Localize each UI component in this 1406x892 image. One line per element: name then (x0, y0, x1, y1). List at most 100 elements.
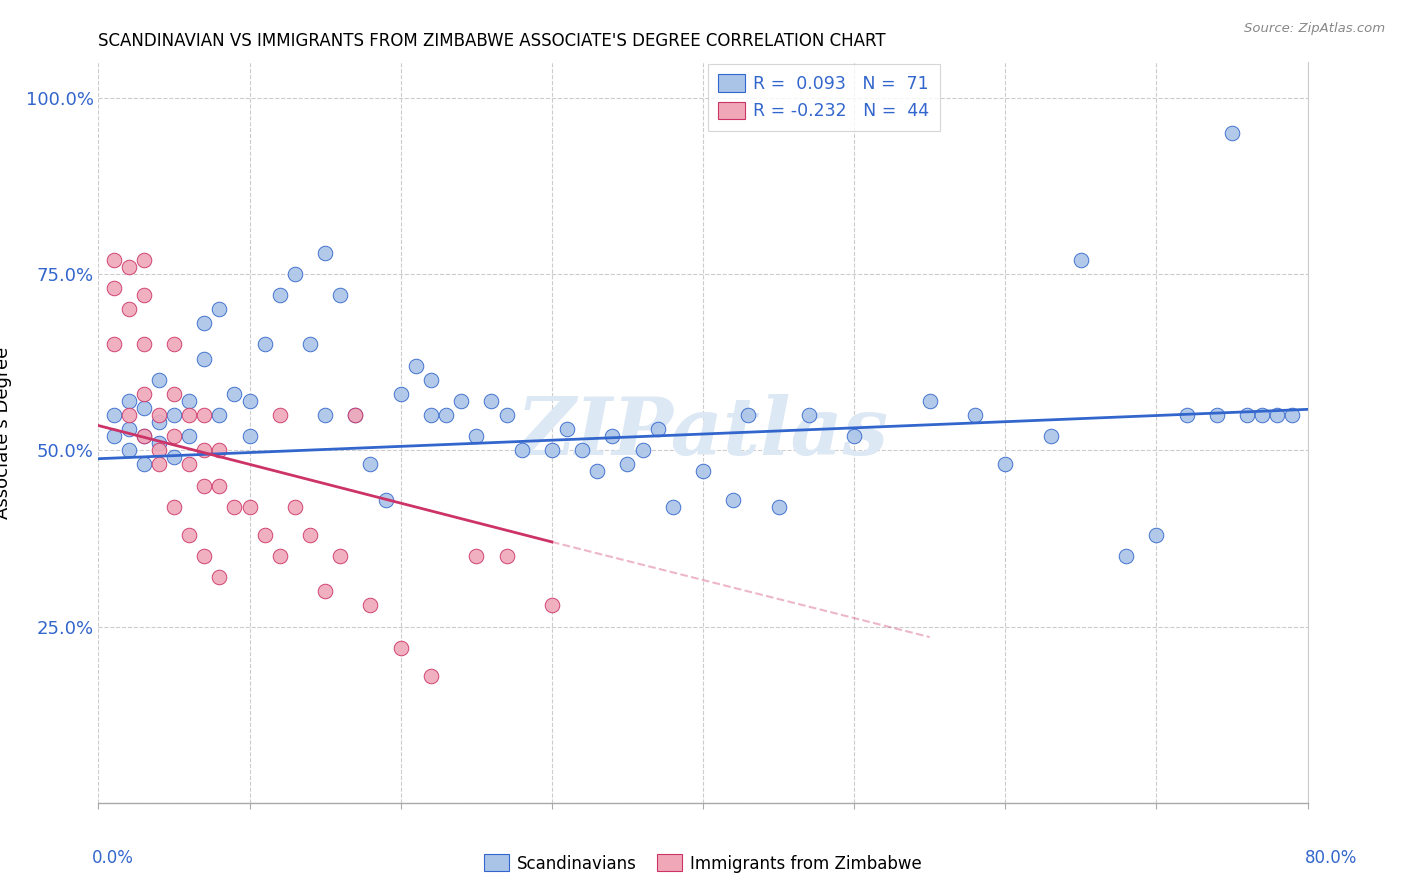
Point (118, 443, 141, 458)
Point (1115, 549, 1137, 563)
Point (103, 429, 125, 443)
Point (103, 281, 125, 295)
Point (631, 443, 654, 458)
Point (389, 640, 412, 655)
Point (193, 443, 215, 458)
Point (1281, 408, 1303, 422)
Point (224, 387, 246, 401)
Point (994, 458, 1017, 472)
Point (163, 450, 186, 465)
Point (768, 500, 790, 514)
Point (163, 387, 186, 401)
Point (329, 288, 352, 302)
Point (148, 408, 170, 422)
Point (329, 549, 352, 563)
Point (314, 584, 336, 599)
Legend: R =  0.093   N =  71, R = -0.232   N =  44: R = 0.093 N = 71, R = -0.232 N = 44 (709, 63, 939, 131)
Point (132, 458, 155, 472)
Point (163, 500, 186, 514)
Point (510, 443, 533, 458)
Point (1039, 429, 1062, 443)
Point (239, 393, 262, 408)
Point (208, 443, 231, 458)
Point (118, 302, 141, 317)
Point (299, 528, 322, 542)
Point (602, 429, 624, 443)
Point (1175, 408, 1198, 422)
Point (481, 393, 503, 408)
Point (103, 337, 125, 351)
Point (193, 408, 215, 422)
Point (132, 401, 155, 415)
Point (965, 408, 987, 422)
Point (405, 359, 427, 373)
Point (132, 429, 155, 443)
Point (555, 422, 578, 436)
Point (163, 429, 186, 443)
Point (723, 492, 745, 507)
Point (540, 599, 562, 613)
Point (224, 500, 246, 514)
Point (420, 669, 443, 683)
Point (148, 443, 170, 458)
Point (692, 464, 714, 478)
Point (239, 500, 262, 514)
Point (179, 528, 201, 542)
Text: 0.0%: 0.0% (91, 849, 134, 867)
Point (179, 458, 201, 472)
Point (465, 549, 488, 563)
Point (193, 549, 215, 563)
Point (208, 302, 231, 317)
Point (132, 252, 155, 267)
Point (314, 408, 336, 422)
Y-axis label: Associate's Degree: Associate's Degree (0, 346, 11, 519)
Point (208, 478, 231, 492)
Point (495, 408, 517, 422)
Point (284, 500, 307, 514)
Point (132, 288, 155, 302)
Point (465, 429, 488, 443)
Point (647, 422, 669, 436)
Point (179, 429, 201, 443)
Point (797, 408, 820, 422)
Point (269, 549, 291, 563)
Point (344, 408, 367, 422)
Point (360, 599, 382, 613)
Point (118, 422, 141, 436)
Text: ZIPatlas: ZIPatlas (517, 394, 889, 471)
Point (737, 408, 759, 422)
Point (103, 408, 125, 422)
Point (193, 478, 215, 492)
Point (360, 458, 382, 472)
Point (450, 393, 472, 408)
Point (1206, 408, 1229, 422)
Point (420, 373, 443, 387)
Text: 80.0%: 80.0% (1305, 849, 1357, 867)
Text: Source: ZipAtlas.com: Source: ZipAtlas.com (1244, 22, 1385, 36)
Point (420, 408, 443, 422)
Point (540, 443, 562, 458)
Point (661, 500, 683, 514)
Point (253, 337, 276, 351)
Point (844, 429, 866, 443)
Point (1251, 408, 1274, 422)
Point (132, 429, 155, 443)
Point (269, 288, 291, 302)
Point (495, 549, 517, 563)
Point (616, 458, 638, 472)
Point (389, 387, 412, 401)
Point (269, 408, 291, 422)
Point (103, 252, 125, 267)
Point (148, 415, 170, 429)
Point (148, 458, 170, 472)
Point (239, 429, 262, 443)
Point (1070, 252, 1092, 267)
Point (253, 528, 276, 542)
Point (918, 393, 941, 408)
Point (1267, 408, 1289, 422)
Point (118, 393, 141, 408)
Point (148, 436, 170, 450)
Point (179, 393, 201, 408)
Point (434, 408, 457, 422)
Point (118, 408, 141, 422)
